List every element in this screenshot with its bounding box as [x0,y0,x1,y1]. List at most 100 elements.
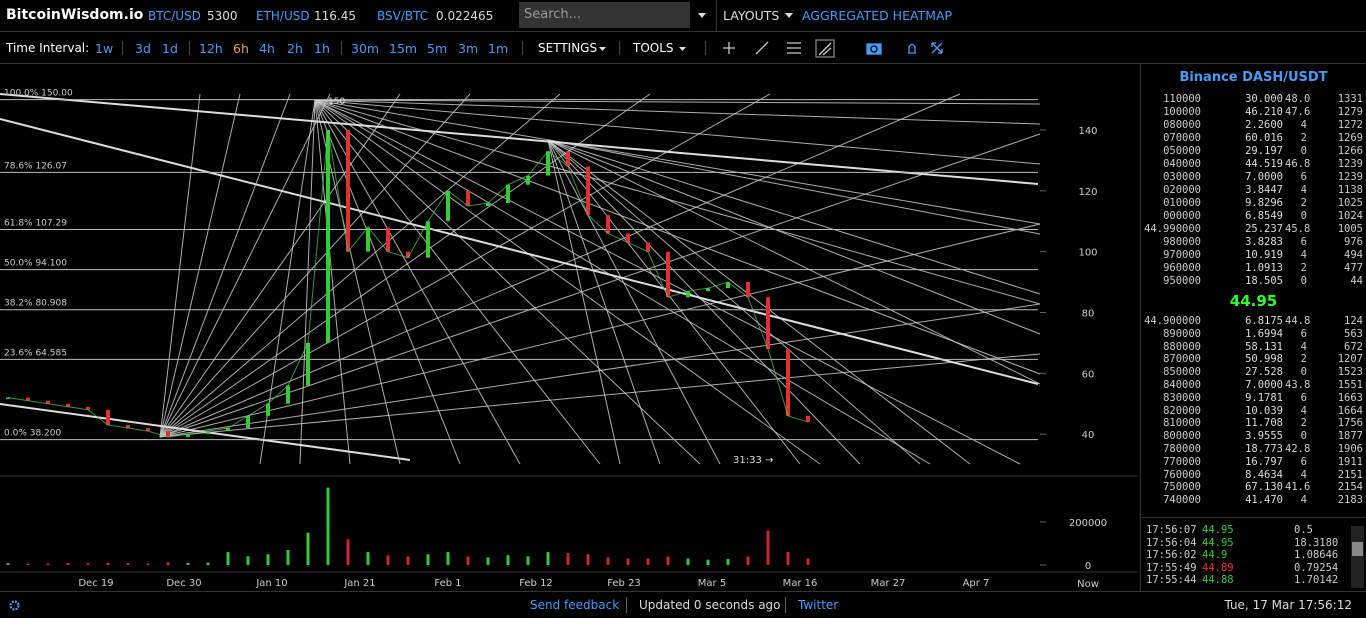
separator [341,41,342,55]
trade-time: 17:55:49 [1146,561,1197,574]
volume-bar [346,539,350,565]
book-cell: 1272 [1337,119,1363,131]
drawing-line [0,93,1039,185]
volume-bar [486,557,490,565]
book-cell: 44.8 [1285,315,1311,327]
candle [86,406,90,410]
book-cell: 44 [1350,275,1363,287]
book-cell: 3.9555 [1245,430,1283,443]
volume-bar [86,563,90,565]
book-cell: 6.8175 [1245,315,1283,327]
book-cell: 1523 [1337,366,1363,379]
twitter-link[interactable]: Twitter [798,598,839,612]
separator [619,41,620,55]
volume-bar [46,563,50,565]
interval-button[interactable]: 1h [314,41,330,56]
book-cell: 0 [1300,275,1307,287]
x-tick-label: Jan 10 [255,578,287,589]
interval-button[interactable]: 4h [259,41,275,56]
peak-label: 150 [328,97,345,107]
search-box[interactable]: Search... [519,2,690,28]
interval-button[interactable]: 12h [199,41,223,56]
drawing-line [547,139,621,465]
interval-button[interactable]: 1w [95,41,114,56]
book-cell: 46.210 [1245,106,1283,118]
book-cell: 1005 [1337,223,1363,235]
book-cell: 2 [1300,353,1307,366]
drawing-line [314,99,351,465]
book-cell: 1911 [1337,455,1363,468]
candle [46,400,50,404]
heatmap-link[interactable]: AGGREGATED HEATMAP [802,8,953,23]
book-cell: 4 [1300,404,1307,417]
book-cell: 6 [1300,455,1307,468]
book-cell: 4 [1300,468,1307,481]
interval-button[interactable]: 6h [233,41,249,56]
candle [466,190,470,207]
ticker-label[interactable]: ETH/USD [256,9,310,23]
interval-button[interactable]: 3m [458,41,479,56]
interval-button[interactable]: 1m [488,41,509,56]
separator [705,41,706,55]
book-cell: 563 [1344,327,1363,340]
book-cell: 080000 [1163,119,1201,131]
brand[interactable]: BitcoinWisdom.io [6,7,144,23]
book-cell: 42.8 [1285,443,1311,455]
book-cell: 0 [1300,145,1307,157]
layouts-menu[interactable]: LAYOUTS [723,8,780,23]
volume-bar [266,554,270,565]
dropdown-icon[interactable] [697,12,707,20]
datetime: Tue, 17 Mar 17:56:12 [1224,598,1352,612]
drawing-line [159,353,1041,438]
feedback-link[interactable]: Send feedback [530,598,620,612]
trade-amount: 1.08646 [1294,549,1339,561]
book-cell: 070000 [1163,132,1201,144]
ticker-label[interactable]: BSV/BTC [377,9,429,23]
book-cell: 1024 [1337,210,1363,222]
x-tick-label: Jan 21 [343,578,375,589]
interval-button[interactable]: 5m [427,41,448,56]
separator [189,41,190,55]
fib-label: 100.0% 150.00 [4,89,73,99]
trade-time: 17:55:44 [1146,574,1197,586]
ticker-label[interactable]: BTC/USD [148,9,201,23]
candle [366,227,370,252]
tool-icons[interactable] [715,38,955,58]
header: BitcoinWisdom.io Search... LAYOUTS AGGRE… [0,0,1366,32]
volume-bar [386,555,390,565]
y-tick-label: 40 [1082,430,1095,441]
toolbar: Time Interval: SETTINGS TOOLS 1w 3d 1d 12h 6… [0,32,1366,64]
book-cell: 1877 [1337,430,1363,443]
book-cell: 780000 [1163,443,1201,455]
dropdown-icon [679,47,686,51]
candle [766,297,770,349]
book-cell: 44.990000 [1144,223,1201,235]
book-cell: 010000 [1163,197,1201,209]
interval-button[interactable]: 3d [135,41,151,56]
settings-icon[interactable] [8,599,21,612]
y-tick-label: 120 [1078,187,1097,198]
drawing-line [314,99,1041,105]
candle [806,415,810,422]
book-cell: 10.919 [1245,249,1283,261]
ticker-value: 116.45 [314,9,356,23]
volume-bar [786,552,790,565]
settings-menu[interactable]: SETTINGS [538,41,598,55]
trade-amount: 0.79254 [1294,561,1339,574]
trade-amount: 1.70142 [1294,574,1339,586]
volume-bar [646,558,650,565]
book-cell: 7.0000 [1245,379,1283,391]
interval-label: Time Interval: [6,41,90,55]
candle [786,348,790,416]
interval-button[interactable]: 15m [389,41,418,56]
interval-button[interactable]: 1d [162,41,178,56]
interval-button[interactable]: 2h [287,41,303,56]
tools-menu[interactable]: TOOLS [633,41,674,55]
drawing-line [159,93,401,438]
book-cell: 25.237 [1245,223,1283,235]
book-cell: 46.8 [1285,158,1311,170]
book-cell: 050000 [1163,145,1201,157]
interval-button[interactable]: 30m [351,41,380,56]
book-cell: 7.0000 [1245,171,1283,183]
drawing-line [159,303,1041,438]
